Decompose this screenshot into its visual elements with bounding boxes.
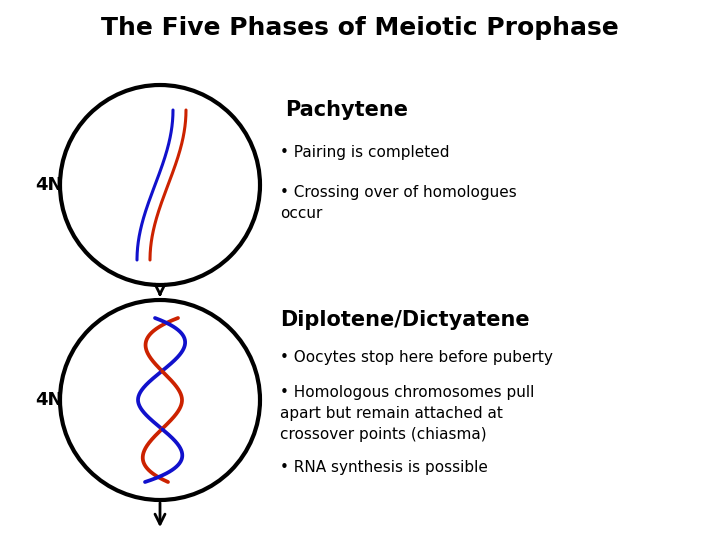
Text: • Pairing is completed: • Pairing is completed — [280, 145, 449, 160]
Text: The Five Phases of Meiotic Prophase: The Five Phases of Meiotic Prophase — [101, 16, 619, 40]
Text: • Homologous chromosomes pull
apart but remain attached at
crossover points (chi: • Homologous chromosomes pull apart but … — [280, 385, 534, 442]
Text: Pachytene: Pachytene — [285, 100, 408, 120]
Text: • RNA synthesis is possible: • RNA synthesis is possible — [280, 460, 488, 475]
Text: 4N: 4N — [35, 176, 63, 194]
Text: • Oocytes stop here before puberty: • Oocytes stop here before puberty — [280, 350, 553, 365]
Text: Diplotene/Dictyatene: Diplotene/Dictyatene — [280, 310, 530, 330]
Text: 4N: 4N — [35, 391, 63, 409]
Text: • Crossing over of homologues
occur: • Crossing over of homologues occur — [280, 185, 517, 221]
